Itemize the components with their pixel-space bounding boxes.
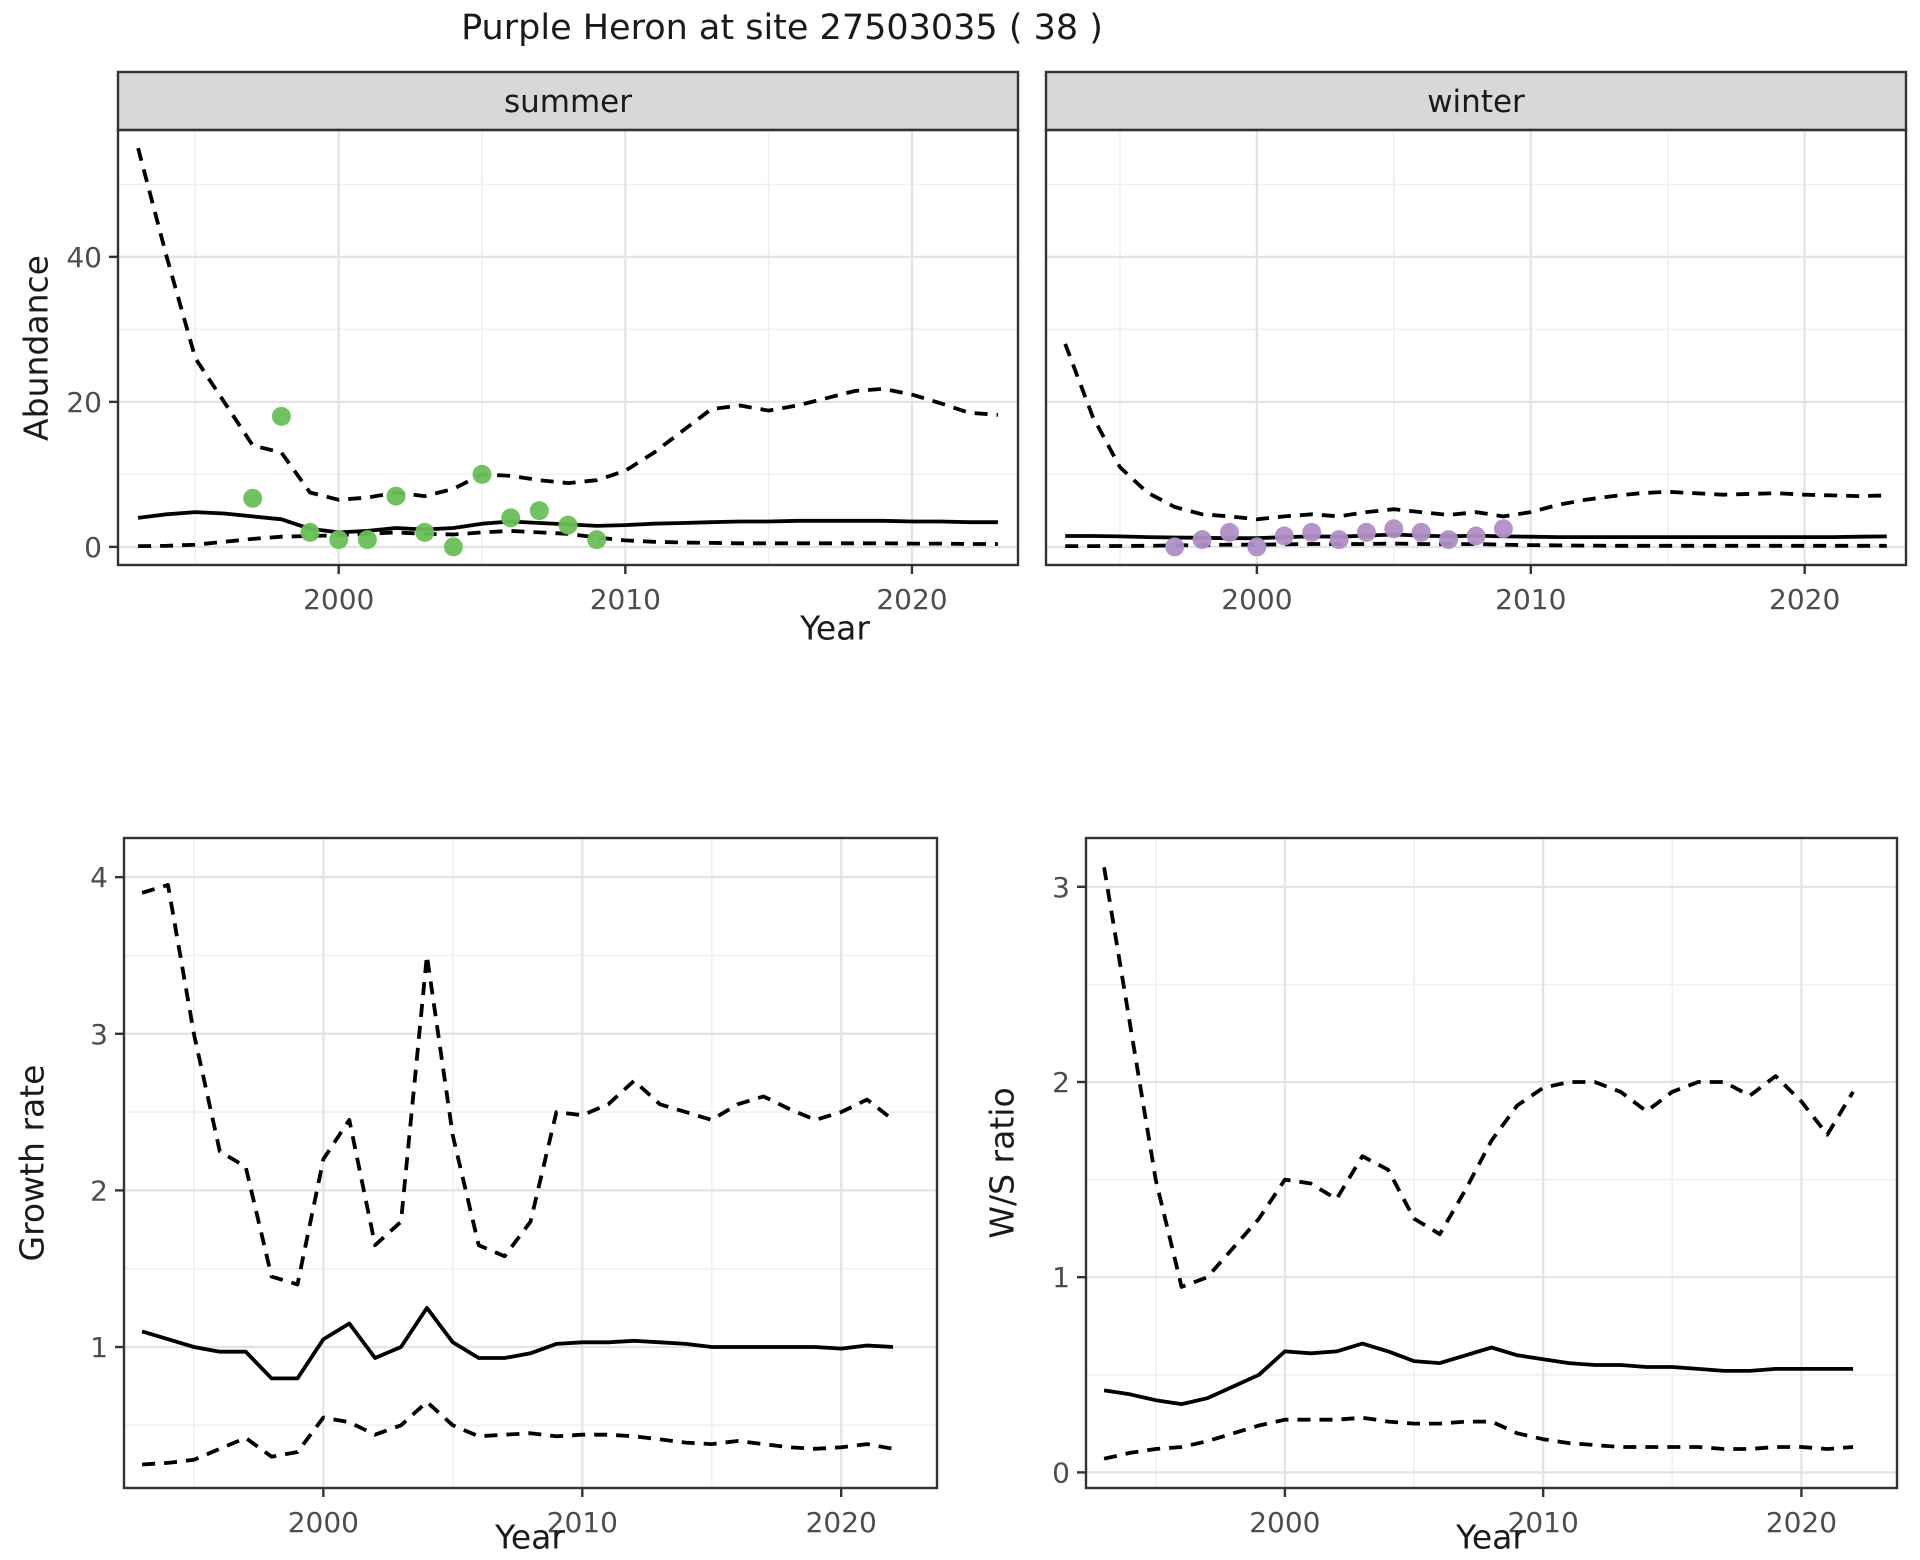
x-axis-title-top: Year [800,608,870,648]
observed-winter-counts-point [1493,519,1513,539]
panel-growth-data-layer [141,883,895,1467]
observed-winter-counts-point [1439,530,1459,550]
observed-summer-counts-point [329,530,349,550]
y-axis-title-ws-ratio: W/S ratio [982,1087,1022,1239]
observed-summer-counts-point [300,522,320,542]
observed-summer-counts-point [558,515,578,535]
y-axis-title-growth-rate: Growth rate [12,1064,52,1262]
observed-summer-counts-point [587,530,607,550]
observed-winter-counts-point [1356,522,1376,542]
panel-winter-x-tick-label: 2010 [1495,583,1566,616]
observed-winter-counts-point [1165,537,1185,557]
observed-summer-counts-point [415,522,435,542]
panel-ws-median-line [1103,1341,1854,1406]
panel-growth-background [124,838,937,1488]
panel-growth-y-tick-label: 2 [90,1174,108,1207]
y-axis-title-abundance: Abundance [16,255,56,441]
panel-winter-x-tick-label: 2000 [1221,583,1292,616]
observed-winter-counts-point [1411,522,1431,542]
observed-winter-counts-point [1274,526,1294,546]
x-axis-title-growth-rate: Year [495,1517,565,1557]
observed-winter-counts-point [1220,522,1239,542]
panel-winter-upper_ci-line [1063,343,1887,522]
panel-winter-border [1044,128,1908,567]
observed-summer-counts-point [529,501,549,521]
panel-winter-data-layer [1063,343,1887,557]
panel-winter-x-tick-label: 2020 [1769,583,1840,616]
panel-summer-facet-strip [116,70,1020,132]
observed-summer-counts-point [501,508,521,528]
panel-growth-median-line [141,1306,894,1381]
observed-summer-counts-point [243,488,263,508]
panel-winter-facet-strip [1044,70,1908,132]
panel-ws-upper_ci-line [1102,866,1855,1289]
panel-summer-y-tick-label: 0 [84,531,102,564]
panel-growth-x-tick-label: 2020 [806,1506,877,1539]
panel-summer-upper_ci-line [136,147,999,502]
observed-summer-counts-point [357,530,377,550]
panel-growth-upper_ci-line [141,883,895,1287]
observed-winter-counts-point [1384,519,1404,539]
observed-winter-counts-point [1302,522,1322,542]
panel-growth-y-tick-label: 4 [90,861,108,894]
panel-summer-border [116,128,1020,567]
panel-growth-x-tick-label: 2000 [288,1506,359,1539]
panel-growth-y-tick-label: 3 [90,1018,108,1051]
panel-summer-facet-strip-label: summer [504,84,632,120]
panel-summer-x-tick-label: 2020 [876,583,947,616]
panel-ws-x-tick-label: 2000 [1249,1506,1320,1539]
x-axis-title-ws-ratio: Year [1456,1517,1526,1557]
panel-winter-background [1046,130,1906,565]
panel-growth-y-tick-label: 1 [90,1331,108,1364]
panel-ws-x-tick-label: 2020 [1766,1506,1837,1539]
observed-summer-counts-point [271,406,291,426]
panel-summer-y-tick-label: 20 [66,386,102,419]
panel-ws-y-tick-label: 1 [1052,1261,1070,1294]
panel-summer-x-tick-label: 2000 [303,583,374,616]
panel-summer-y-tick-label: 40 [66,241,102,274]
panel-growth-x-tick-label: 2010 [547,1506,618,1539]
panel-ws-data-layer [1102,866,1855,1461]
observed-winter-counts-point [1466,526,1486,546]
panel-ws-y-tick-label: 2 [1052,1066,1070,1099]
panel-summer-x-tick-label: 2010 [590,583,661,616]
observed-winter-counts-point [1192,530,1212,550]
panel-ws-lower_ci-line [1103,1415,1854,1461]
panel-summer-data-layer [136,147,999,557]
observed-summer-counts-point [472,464,492,484]
panel-summer-background [118,130,1018,565]
observed-winter-counts-point [1247,537,1267,557]
panel-ws-background [1086,838,1897,1488]
panel-growth-border [122,836,939,1490]
panel-ws-y-tick-label: 0 [1052,1456,1070,1489]
plot-title: Purple Heron at site 27503035 ( 38 ) [461,8,1103,48]
panel-winter-facet-strip-label: winter [1427,84,1525,120]
observed-winter-counts-point [1329,530,1349,550]
panel-ws-y-tick-label: 3 [1052,871,1070,904]
observed-summer-counts-point [386,486,406,506]
panel-ws-border [1084,836,1899,1490]
observed-summer-counts-point [443,537,463,557]
panel-ws-x-tick-label: 2010 [1508,1506,1579,1539]
panel-growth-lower_ci-line [141,1400,894,1467]
